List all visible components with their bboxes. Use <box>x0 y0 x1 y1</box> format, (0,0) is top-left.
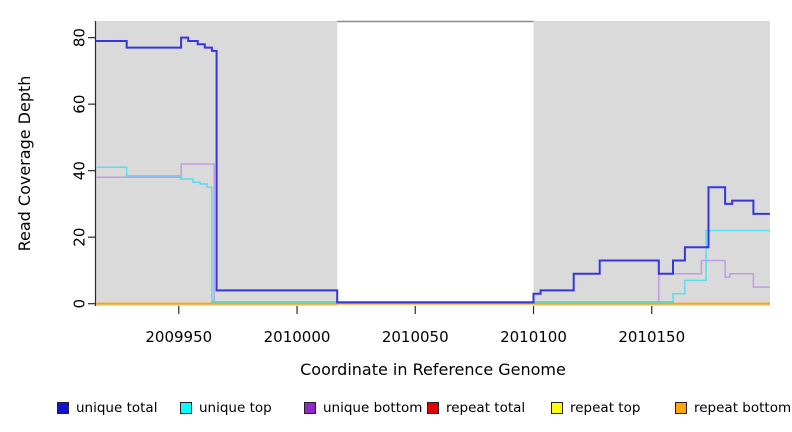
series-unique-top <box>96 166 770 304</box>
series-unique-total <box>96 36 770 304</box>
x-tick-label: 2010000 <box>264 328 331 346</box>
y-tick-label: 60 <box>70 95 88 114</box>
legend-swatch-icon <box>180 402 192 414</box>
legend-swatch-icon <box>551 402 563 414</box>
y-tick-label: 40 <box>71 161 89 180</box>
legend-swatch-icon <box>304 402 316 414</box>
y-tick-label: 20 <box>71 228 89 247</box>
zero-coverage-gap <box>337 21 534 306</box>
legend-swatch-icon <box>57 402 69 414</box>
x-axis-title: Coordinate in Reference Genome <box>300 360 566 379</box>
y-tick-label: 80 <box>71 28 89 47</box>
legend-swatch-icon <box>675 402 687 414</box>
legend-label: unique top <box>199 400 272 416</box>
x-tick-label: 2010100 <box>500 328 567 346</box>
y-tick-label: 0 <box>71 299 89 309</box>
legend: unique total unique top unique bottom repea… <box>0 399 792 419</box>
x-tick-label: 2010050 <box>382 328 449 346</box>
legend-swatch-icon <box>427 402 439 414</box>
series-unique-bottom <box>96 163 770 304</box>
legend-label: unique bottom <box>323 400 423 416</box>
legend-label: repeat total <box>446 400 526 416</box>
x-tick-label: 2010150 <box>618 328 685 346</box>
legend-label: repeat bottom <box>694 400 792 416</box>
legend-label: unique total <box>76 400 158 416</box>
x-tick-label: 2009950 <box>145 328 212 346</box>
y-axis-title: Read Coverage Depth <box>15 76 34 252</box>
legend-label: repeat top <box>570 400 641 416</box>
